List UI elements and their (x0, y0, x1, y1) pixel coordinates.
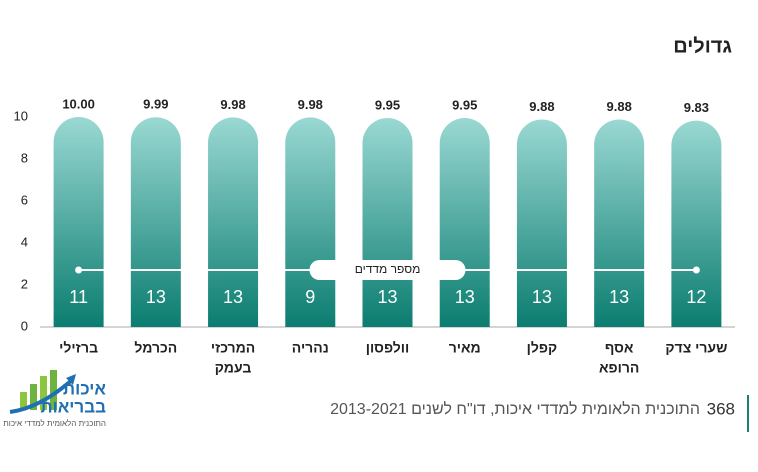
count-label: 13 (146, 287, 166, 307)
value-label: 9.98 (220, 97, 245, 112)
value-label: 9.95 (375, 97, 400, 112)
count-dot (692, 266, 700, 274)
count-dot (75, 266, 83, 274)
bar (671, 120, 722, 327)
logo-title: בבריאות (40, 397, 106, 416)
x-tick-label: מאיר (449, 340, 481, 356)
count-label: 13 (377, 287, 397, 307)
count-title: מספר מדדים (355, 262, 421, 276)
x-tick-label: קפלן (527, 340, 558, 356)
y-tick-label: 2 (21, 276, 28, 291)
bar (208, 117, 259, 328)
count-label: 13 (455, 287, 475, 307)
y-tick-label: 8 (21, 150, 28, 165)
bar (130, 117, 181, 327)
count-label: 13 (532, 287, 552, 307)
x-tick-label: בעמק (215, 360, 252, 376)
page-number: 368 (707, 399, 735, 418)
bar (594, 119, 645, 328)
x-tick-label: הרופא (599, 360, 639, 376)
value-label: 10.00 (62, 96, 95, 111)
value-label: 9.88 (607, 99, 632, 114)
footer-text: התוכנית הלאומית למדדי איכות, דו"ח לשנים … (330, 400, 700, 418)
value-label: 9.99 (143, 97, 168, 112)
x-tick-label: ברזילי (59, 340, 98, 356)
count-label: 13 (223, 287, 243, 307)
bar (516, 119, 567, 328)
logo-subtitle: התוכנית הלאומית למדדי איכות (3, 419, 106, 428)
x-tick-label: שערי צדק (665, 340, 727, 356)
value-label: 9.88 (529, 99, 554, 114)
logo: איכות בבריאות התוכנית הלאומית למדדי איכו… (3, 370, 106, 428)
x-tick-label: נהריה (292, 340, 329, 356)
count-pill (309, 260, 466, 280)
bar (53, 117, 104, 327)
value-label: 9.83 (684, 100, 709, 115)
chart-title: גדולים (673, 35, 732, 57)
y-tick-label: 10 (14, 108, 28, 123)
y-tick-label: 6 (21, 192, 28, 207)
count-label: 12 (686, 287, 706, 307)
count-label: 13 (609, 287, 629, 307)
logo-title: איכות (63, 379, 107, 398)
count-label: 11 (69, 287, 88, 307)
x-tick-label: וולפסון (366, 340, 410, 356)
x-tick-label: המרכזי (211, 340, 255, 356)
y-tick-label: 0 (21, 318, 28, 333)
y-tick-label: 4 (21, 234, 28, 249)
count-label: 9 (305, 287, 315, 307)
value-label: 9.98 (298, 97, 323, 112)
x-tick-label: אסף (605, 340, 634, 356)
x-tick-label: הכרמל (134, 340, 177, 356)
value-label: 9.95 (452, 97, 477, 112)
